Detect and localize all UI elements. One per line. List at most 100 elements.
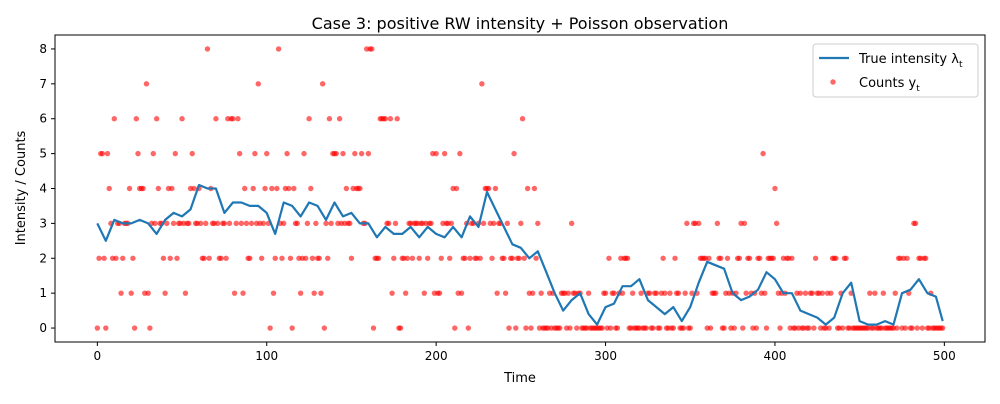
- count-point: [524, 185, 531, 192]
- count-point: [477, 255, 483, 261]
- count-point: [479, 81, 485, 87]
- count-point: [140, 185, 146, 192]
- x-tick-label: 200: [425, 349, 448, 363]
- count-point: [736, 255, 743, 261]
- count-point: [386, 220, 392, 227]
- count-point: [714, 220, 721, 227]
- count-point: [325, 255, 331, 261]
- count-point: [118, 290, 124, 296]
- count-point: [309, 255, 316, 261]
- count-point: [99, 150, 106, 157]
- count-point: [247, 255, 253, 261]
- count-point: [218, 255, 224, 261]
- count-point: [567, 325, 573, 331]
- count-point: [365, 150, 372, 157]
- count-point: [565, 290, 571, 296]
- count-point: [333, 150, 339, 157]
- count-point: [489, 255, 495, 261]
- count-point: [164, 220, 170, 227]
- count-point: [438, 255, 444, 261]
- count-point: [511, 150, 517, 157]
- count-point: [707, 325, 714, 331]
- count-point: [197, 220, 204, 227]
- count-point: [773, 220, 780, 227]
- count-point: [370, 325, 377, 331]
- count-point: [585, 290, 592, 296]
- count-point: [912, 220, 919, 227]
- count-point: [120, 255, 126, 261]
- y-tick-label: 8: [39, 42, 47, 56]
- y-tick-label: 6: [39, 112, 47, 126]
- count-point: [867, 290, 873, 296]
- count-point: [301, 150, 307, 157]
- count-point: [269, 185, 275, 192]
- count-point: [213, 116, 219, 122]
- y-tick-label: 3: [39, 216, 47, 230]
- count-point: [789, 255, 795, 261]
- count-point: [280, 220, 287, 227]
- count-point: [480, 220, 487, 227]
- count-point: [557, 325, 563, 331]
- count-point: [607, 325, 614, 331]
- count-point: [111, 116, 117, 122]
- count-point: [811, 325, 817, 331]
- count-point: [485, 185, 492, 192]
- count-point: [872, 290, 878, 296]
- count-point: [404, 255, 411, 261]
- count-point: [657, 325, 663, 331]
- y-tick-label: 2: [39, 251, 47, 265]
- count-point: [258, 255, 265, 261]
- count-point: [186, 220, 192, 227]
- count-point: [624, 255, 631, 261]
- count-point: [131, 325, 138, 331]
- count-point: [270, 290, 277, 296]
- count-point: [272, 255, 278, 261]
- count-point: [718, 255, 724, 261]
- count-point: [599, 325, 605, 331]
- count-point: [516, 255, 522, 261]
- count-point: [724, 255, 731, 261]
- count-point: [457, 150, 463, 157]
- count-point: [319, 81, 326, 87]
- count-point: [203, 220, 209, 227]
- count-point: [231, 290, 238, 296]
- count-point: [840, 325, 846, 331]
- count-point: [448, 220, 455, 227]
- count-point: [152, 220, 158, 227]
- count-point: [424, 255, 431, 261]
- count-point: [352, 150, 358, 157]
- count-point: [284, 150, 290, 157]
- count-point: [294, 220, 300, 227]
- count-point: [250, 185, 256, 192]
- count-point: [892, 290, 898, 296]
- count-point: [275, 46, 282, 52]
- count-point: [150, 150, 156, 157]
- y-tick-label: 0: [39, 321, 47, 335]
- count-point: [465, 325, 472, 331]
- count-point: [135, 150, 141, 157]
- x-tick-label: 300: [594, 349, 617, 363]
- count-point: [94, 325, 101, 331]
- count-point: [760, 150, 766, 157]
- y-tick-label: 5: [39, 147, 47, 161]
- x-tick-label: 0: [94, 349, 102, 363]
- count-point: [101, 255, 107, 261]
- count-point: [772, 185, 778, 192]
- count-point: [103, 325, 109, 331]
- count-point: [638, 290, 644, 296]
- count-point: [172, 150, 178, 157]
- count-point: [675, 290, 682, 296]
- count-point: [518, 220, 524, 227]
- count-point: [436, 290, 443, 296]
- count-point: [689, 290, 695, 296]
- legend-label-counts: Counts yt: [859, 76, 920, 94]
- count-point: [828, 290, 834, 296]
- x-axis-label: Time: [503, 371, 536, 386]
- count-point: [318, 290, 324, 296]
- count-point: [619, 290, 626, 296]
- count-point: [809, 290, 815, 296]
- count-point: [746, 255, 753, 261]
- chart-title: Case 3: positive RW intensity + Poisson …: [312, 14, 729, 33]
- count-point: [191, 185, 197, 192]
- y-tick-label: 4: [39, 182, 47, 196]
